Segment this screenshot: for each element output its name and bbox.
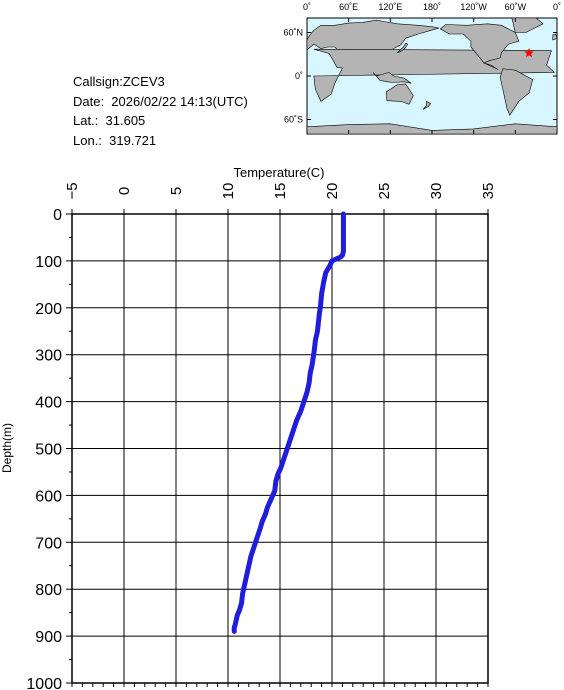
north-america-landmass bbox=[439, 23, 520, 70]
uk-landmass bbox=[552, 33, 558, 41]
x-tick-label: 5 bbox=[168, 187, 185, 195]
map-lon-label: 120˚W bbox=[460, 2, 487, 12]
map-lat-label: 60˚S bbox=[284, 115, 303, 125]
map-latitude-labels: 60˚N 0˚ 60˚S bbox=[283, 28, 303, 125]
map-land bbox=[306, 17, 558, 135]
y-tick-label: 500 bbox=[35, 442, 62, 459]
y-axis-label: Depth(m) bbox=[0, 423, 14, 473]
chart-grid bbox=[66, 209, 489, 687]
map-ticks bbox=[306, 18, 558, 134]
x-tick-label: 0 bbox=[116, 187, 133, 195]
map-lon-label: 60˚W bbox=[505, 2, 527, 12]
map-lon-label: 120˚E bbox=[378, 2, 402, 12]
y-tick-labels: 0 100 200 300 400 500 600 700 800 900 1000 bbox=[26, 207, 62, 690]
australia-landmass bbox=[385, 83, 414, 105]
y-tick-label: 800 bbox=[35, 582, 62, 599]
x-axis-label: Temperature(C) bbox=[233, 165, 324, 180]
x-tick-label: 35 bbox=[480, 183, 497, 200]
longitude-text: Lon.: 319.721 bbox=[73, 132, 157, 148]
station-info: Callsign:ZCEV3 Date: 2026/02/22 14:13(UT… bbox=[73, 72, 248, 150]
location-map: 0˚ 60˚E 120˚E 180˚ 120˚W 60˚W 0˚ 60˚N 0˚ 60˚S bbox=[283, 2, 561, 135]
map-lon-label: 0˚ bbox=[553, 2, 561, 12]
date-text: Date: 2026/02/22 14:13(UTC) bbox=[73, 93, 248, 109]
map-lat-label: 60˚N bbox=[283, 28, 303, 38]
station-marker-icon bbox=[524, 47, 534, 58]
map-lon-label: 60˚E bbox=[339, 2, 358, 12]
greenland-landmass bbox=[511, 17, 544, 33]
x-tick-labels: −5 0 5 10 15 20 25 30 35 bbox=[64, 182, 497, 199]
y-tick-label: 300 bbox=[35, 348, 62, 365]
y-tick-label: 0 bbox=[53, 207, 62, 224]
japan-landmass bbox=[397, 43, 409, 54]
x-tick-label: 15 bbox=[272, 183, 289, 200]
plot-frame bbox=[71, 213, 489, 684]
x-tick-label: 20 bbox=[324, 183, 341, 200]
x-tick-label: −5 bbox=[64, 182, 81, 199]
south-america-landmass bbox=[499, 68, 534, 116]
y-tick-label: 900 bbox=[35, 629, 62, 646]
y-tick-label: 700 bbox=[35, 535, 62, 552]
y-tick-label: 100 bbox=[35, 254, 62, 271]
map-lat-label: 0˚ bbox=[295, 71, 303, 81]
indonesia-landmass bbox=[372, 72, 412, 84]
new-zealand-landmass bbox=[422, 100, 432, 110]
y-tick-label: 600 bbox=[35, 488, 62, 505]
map-lon-label: 180˚ bbox=[423, 2, 441, 12]
temperature-profile-line bbox=[231, 211, 346, 634]
x-tick-label: 25 bbox=[376, 183, 393, 200]
map-lon-label: 0˚ bbox=[303, 2, 311, 12]
map-longitude-labels: 0˚ 60˚E 120˚E 180˚ 120˚W 60˚W 0˚ bbox=[303, 2, 561, 12]
latitude-text: Lat.: 31.605 bbox=[73, 113, 146, 128]
y-tick-label: 1000 bbox=[26, 676, 62, 690]
x-tick-label: 30 bbox=[428, 183, 445, 200]
y-tick-label: 200 bbox=[35, 301, 62, 318]
x-tick-label: 10 bbox=[220, 183, 237, 200]
africa-landmass bbox=[313, 48, 555, 102]
callsign-text: Callsign:ZCEV3 bbox=[73, 74, 165, 89]
y-tick-label: 400 bbox=[35, 395, 62, 412]
